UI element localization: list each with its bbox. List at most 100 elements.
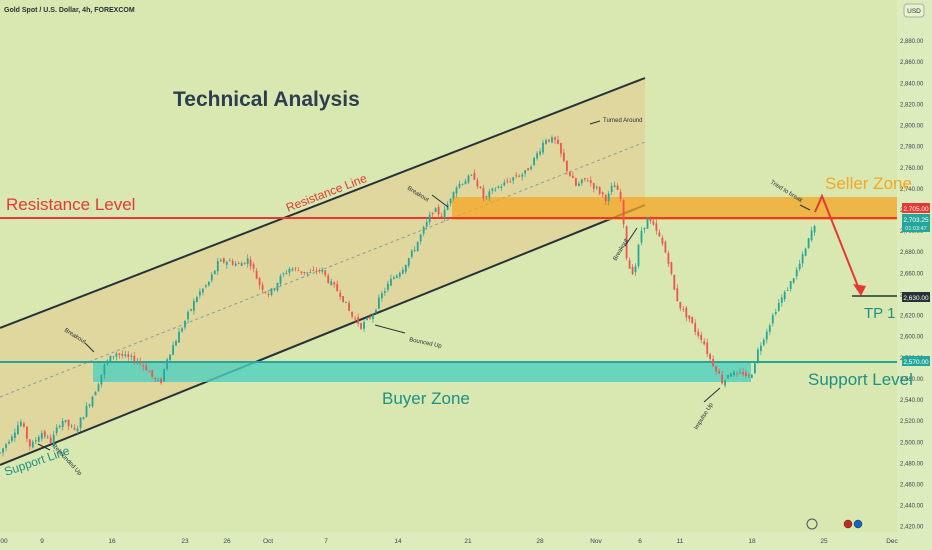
candle-body-264 bbox=[786, 290, 789, 291]
candle-body-78 bbox=[231, 260, 234, 265]
candle-body-162 bbox=[482, 188, 485, 198]
candle-body-139 bbox=[413, 250, 416, 251]
candle-body-171 bbox=[509, 181, 512, 183]
candle-body-248 bbox=[739, 372, 741, 374]
candle-body-212 bbox=[631, 266, 634, 275]
candle-body-148 bbox=[440, 216, 443, 217]
candle-body-270 bbox=[804, 248, 807, 256]
candle-body-121 bbox=[360, 323, 362, 329]
candle-body-40 bbox=[118, 353, 121, 355]
tp1-label: TP 1 bbox=[864, 305, 895, 322]
candle-body-157 bbox=[467, 175, 470, 183]
candle-body-17 bbox=[49, 437, 52, 444]
candle-body-110 bbox=[327, 275, 330, 283]
candle-body-258 bbox=[768, 325, 771, 332]
seller-zone-label: Seller Zone bbox=[825, 174, 912, 193]
candle-body-13 bbox=[37, 436, 40, 442]
time-tick-6: 7 bbox=[324, 538, 328, 545]
candle-body-267 bbox=[795, 269, 798, 277]
candle-body-89 bbox=[264, 291, 267, 293]
candle-body-100 bbox=[297, 270, 300, 272]
candle-body-83 bbox=[246, 258, 249, 264]
candle-body-166 bbox=[494, 189, 497, 191]
candle-body-43 bbox=[127, 354, 130, 357]
candle-body-15 bbox=[43, 431, 46, 437]
candle-body-74 bbox=[219, 260, 222, 262]
candle-body-254 bbox=[757, 349, 759, 362]
candle-body-260 bbox=[774, 312, 777, 314]
candle-body-10 bbox=[28, 439, 31, 447]
candle-body-60 bbox=[178, 331, 180, 343]
time-axis-background bbox=[0, 532, 932, 550]
candle-body-11 bbox=[31, 441, 34, 448]
candle-body-246 bbox=[733, 372, 735, 375]
candle-body-170 bbox=[506, 180, 509, 182]
candle-body-221 bbox=[658, 232, 661, 237]
channel-lower-line bbox=[0, 204, 646, 466]
candle-body-65 bbox=[193, 301, 195, 311]
replay-icon[interactable] bbox=[806, 518, 818, 530]
price-tick-5: 2,780.00 bbox=[900, 145, 924, 151]
candle-body-257 bbox=[765, 331, 768, 340]
candle-body-240 bbox=[715, 366, 717, 372]
candle-body-146 bbox=[434, 208, 437, 212]
price-tick-2: 2,840.00 bbox=[900, 81, 924, 87]
candle-body-151 bbox=[449, 198, 452, 204]
candle-body-76 bbox=[225, 262, 228, 265]
candle-body-112 bbox=[333, 282, 336, 285]
candle-body-158 bbox=[470, 174, 473, 176]
candle-body-195 bbox=[580, 179, 583, 184]
candle-body-163 bbox=[485, 196, 488, 197]
candle-body-234 bbox=[697, 331, 700, 336]
candle-body-54 bbox=[160, 378, 162, 383]
candle-body-177 bbox=[527, 168, 529, 171]
currency-button[interactable]: USD bbox=[907, 8, 921, 15]
candle-body-91 bbox=[270, 288, 273, 295]
candle-body-107 bbox=[318, 270, 321, 271]
candle-body-225 bbox=[670, 262, 673, 274]
time-tick-1: 9 bbox=[40, 538, 44, 545]
candle-body-175 bbox=[521, 174, 524, 177]
candle-body-119 bbox=[354, 318, 356, 320]
time-axis[interactable]: 00 9 16 23 26 Oct 7 14 21 28 Nov 6 11 18 25 Dec bbox=[0, 538, 898, 545]
price-tick-4: 2,800.00 bbox=[900, 124, 924, 130]
candle-body-31 bbox=[91, 396, 94, 407]
annotation-arrows bbox=[37, 120, 811, 451]
candle-body-186 bbox=[554, 137, 556, 140]
candle-body-109 bbox=[324, 270, 327, 276]
candle-body-149 bbox=[443, 209, 446, 218]
candle-body-7 bbox=[20, 421, 22, 426]
candle-body-130 bbox=[387, 283, 389, 290]
candle-body-185 bbox=[551, 137, 553, 143]
candle-body-99 bbox=[294, 267, 297, 269]
candle-body-237 bbox=[706, 342, 709, 354]
candle-body-244 bbox=[727, 375, 729, 379]
flag-icon-1[interactable] bbox=[843, 519, 853, 529]
candle-body-183 bbox=[545, 140, 547, 144]
candle-body-245 bbox=[730, 373, 732, 377]
candle-body-33 bbox=[97, 384, 100, 392]
price-tick-10: 2,680.00 bbox=[900, 250, 924, 256]
candle-body-141 bbox=[419, 234, 422, 242]
candle-body-204 bbox=[607, 193, 610, 202]
last-price-tag: 2,703.25 bbox=[903, 217, 929, 224]
candle-body-19 bbox=[55, 427, 58, 433]
symbol-title[interactable]: Gold Spot / U.S. Dollar, 4h, FOREXCOM bbox=[4, 7, 135, 14]
candle-body-173 bbox=[515, 175, 518, 177]
candle-body-124 bbox=[369, 317, 371, 319]
candle-body-50 bbox=[148, 371, 151, 373]
candle-body-190 bbox=[566, 160, 568, 172]
candle-body-249 bbox=[742, 372, 744, 375]
candle-body-57 bbox=[169, 354, 171, 361]
candle-body-72 bbox=[213, 270, 216, 274]
candle-body-155 bbox=[461, 183, 464, 185]
candle-body-135 bbox=[401, 269, 404, 274]
candle-body-144 bbox=[428, 214, 431, 223]
flag-icon-2[interactable] bbox=[853, 519, 863, 529]
candle-body-231 bbox=[688, 315, 691, 319]
currency-button-box[interactable] bbox=[903, 3, 925, 18]
time-tick-7: 14 bbox=[394, 538, 402, 545]
candle-body-140 bbox=[416, 241, 419, 252]
